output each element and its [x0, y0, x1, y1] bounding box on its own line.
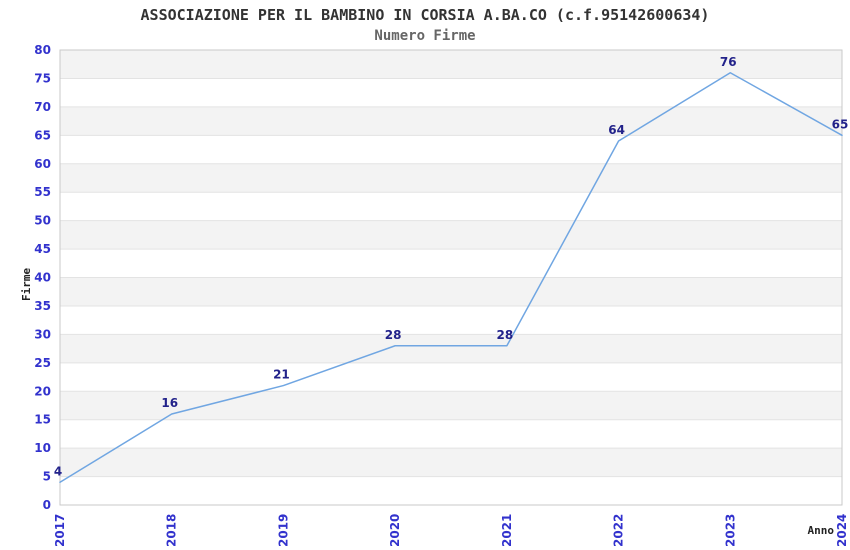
y-tick-label: 45	[34, 242, 51, 256]
plot-border	[59, 49, 843, 506]
x-tick-label: 2017	[53, 514, 67, 547]
y-tick-label: 55	[34, 185, 51, 199]
y-tick-label: 25	[34, 356, 51, 370]
background-band	[60, 220, 842, 250]
y-tick-label: 15	[34, 413, 51, 427]
data-point-label: 65	[832, 117, 849, 131]
data-point-label: 21	[273, 368, 290, 382]
background-band	[60, 50, 842, 79]
y-tick-label: 20	[34, 384, 51, 398]
data-point-label: 64	[608, 123, 625, 137]
y-tick-label: 30	[34, 327, 51, 341]
y-tick-label: 35	[34, 299, 51, 313]
y-tick-label: 10	[34, 441, 51, 455]
data-point-label: 28	[497, 328, 514, 342]
y-tick-label: 0	[43, 498, 51, 512]
background-band	[60, 277, 842, 306]
chart-subtitle: Numero Firme	[374, 28, 476, 44]
x-tick-label: 2022	[612, 514, 626, 547]
x-tick-label: 2024	[835, 514, 849, 547]
background-band	[60, 106, 842, 136]
y-tick-label: 75	[34, 71, 51, 85]
background-band	[60, 334, 842, 363]
y-tick-label: 70	[34, 100, 51, 114]
y-tick-label: 60	[34, 157, 51, 171]
y-tick-label: 65	[34, 128, 51, 142]
background-band	[60, 163, 842, 193]
chart-title: ASSOCIAZIONE PER IL BAMBINO IN CORSIA A.…	[140, 6, 710, 24]
data-point-label: 16	[161, 396, 178, 410]
x-axis-title: Anno	[808, 524, 835, 537]
data-point-label: 4	[54, 464, 62, 478]
y-tick-label: 50	[34, 214, 51, 228]
data-point-label: 28	[385, 328, 402, 342]
x-tick-label: 2021	[500, 514, 514, 547]
x-tick-label: 2018	[165, 514, 179, 547]
y-axis-title: Firme	[20, 268, 33, 301]
y-tick-label: 5	[43, 470, 51, 484]
x-tick-label: 2019	[276, 514, 290, 547]
x-tick-label: 2023	[723, 514, 737, 547]
background-band	[60, 448, 842, 477]
data-point-label: 76	[720, 55, 737, 69]
background-band	[60, 391, 842, 420]
y-tick-label: 40	[34, 271, 51, 285]
series-line	[59, 72, 843, 483]
x-tick-label: 2020	[388, 514, 402, 547]
y-tick-label: 80	[34, 43, 51, 57]
